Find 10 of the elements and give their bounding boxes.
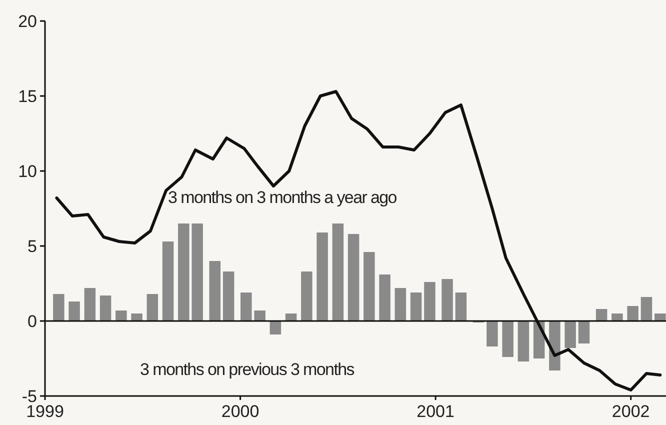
y-tick-label: 10 <box>18 162 37 181</box>
y-tick-label: 15 <box>18 86 37 106</box>
x-tick-label: 2000 <box>221 402 260 421</box>
y-tick-label: 0 <box>28 312 37 331</box>
y-tick-label: 5 <box>28 236 37 256</box>
text: 3 months on previous 3 months <box>140 360 354 379</box>
series-label: 3 months on 3 months a year ago <box>168 188 397 207</box>
y-tick-label: 20 <box>18 12 37 31</box>
x-tick-label: 2001 <box>416 402 454 421</box>
x-tick-label: 2002 <box>612 402 650 421</box>
